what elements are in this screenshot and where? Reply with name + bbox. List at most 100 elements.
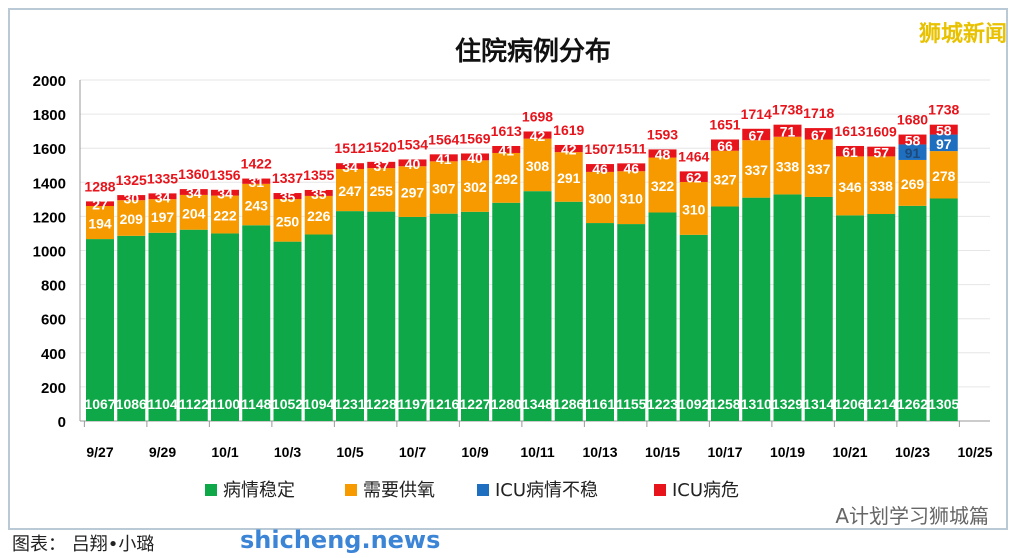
bar-segment xyxy=(804,128,833,140)
data-label: 1286 xyxy=(553,396,584,412)
bar-segment xyxy=(492,202,521,421)
data-label: 1258 xyxy=(709,396,740,412)
data-label: 1104 xyxy=(147,396,178,412)
y-tick-label: 400 xyxy=(41,346,66,363)
data-label: 66 xyxy=(717,138,733,154)
bar-segment xyxy=(836,156,864,216)
bar-segment xyxy=(148,199,177,233)
data-label: 250 xyxy=(276,213,300,229)
data-label: 37 xyxy=(373,158,389,174)
y-tick-label: 200 xyxy=(41,380,66,397)
data-label: 308 xyxy=(526,158,550,174)
bar-segment xyxy=(929,124,958,135)
data-label: 338 xyxy=(776,159,800,175)
bar-segment xyxy=(617,224,646,421)
bar-segment xyxy=(429,154,458,162)
data-label: 1086 xyxy=(116,396,147,412)
data-label: 1228 xyxy=(366,396,397,412)
total-label: 1507 xyxy=(584,141,615,157)
data-label: 1216 xyxy=(428,396,459,412)
data-label: 1094 xyxy=(303,396,334,412)
x-tick-label: 9/27 xyxy=(86,444,113,460)
bar-segment xyxy=(304,195,333,235)
legend-swatch xyxy=(345,484,357,496)
legend-swatch xyxy=(205,484,217,496)
bar-segment xyxy=(711,150,739,207)
bar-segment xyxy=(429,213,458,421)
bar-segment xyxy=(273,193,302,200)
data-label: 310 xyxy=(682,201,706,217)
data-label: 300 xyxy=(588,190,612,206)
data-label: 40 xyxy=(405,156,421,172)
y-tick-label: 1600 xyxy=(33,141,66,158)
x-tick-label: 10/9 xyxy=(461,444,488,460)
data-label: 197 xyxy=(151,209,175,225)
wechat-watermark: A计划学习狮城篇 xyxy=(835,504,989,528)
bar-segment xyxy=(617,163,646,172)
bar-segment xyxy=(679,181,708,235)
bar-segment xyxy=(179,229,208,421)
data-label: 42 xyxy=(561,142,577,158)
data-label: 35 xyxy=(311,186,327,202)
bar-segment xyxy=(836,145,864,157)
bar-segment xyxy=(742,197,771,421)
legend-label: ICU病情不稳 xyxy=(495,480,598,501)
y-tick-label: 1800 xyxy=(33,107,66,124)
data-label: 1227 xyxy=(459,396,490,412)
x-tick-label: 10/1 xyxy=(211,444,238,460)
bar-segment xyxy=(86,201,114,206)
data-label: 1214 xyxy=(866,396,897,412)
data-label: 58 xyxy=(905,133,921,149)
bar-segment xyxy=(179,189,208,195)
data-label: 255 xyxy=(370,183,394,199)
x-tick-label: 10/3 xyxy=(274,444,301,460)
total-label: 1512 xyxy=(334,140,365,156)
data-label: 42 xyxy=(530,128,546,144)
legend-label: ICU病危 xyxy=(672,480,739,501)
x-tick-label: 10/17 xyxy=(707,444,742,460)
bar-segment xyxy=(648,157,677,213)
total-label: 1619 xyxy=(553,122,584,138)
data-label: 337 xyxy=(807,161,831,177)
bar-segment xyxy=(617,171,646,225)
site-watermark: shicheng.news xyxy=(240,526,441,554)
bar-segment xyxy=(804,196,833,421)
bar-segment xyxy=(492,145,521,153)
data-label: 194 xyxy=(88,216,112,232)
total-label: 1356 xyxy=(209,167,240,183)
data-label: 292 xyxy=(495,171,519,187)
total-label: 1360 xyxy=(178,166,209,182)
bar-segment xyxy=(242,225,271,421)
bar-segment xyxy=(367,168,396,212)
bar-segment xyxy=(867,146,896,157)
data-label: 61 xyxy=(842,144,858,160)
total-label: 1738 xyxy=(928,102,959,118)
total-label: 1718 xyxy=(803,105,834,121)
x-tick-label: 10/13 xyxy=(582,444,617,460)
data-label: 67 xyxy=(811,127,827,143)
total-label: 1464 xyxy=(678,148,709,164)
y-tick-label: 600 xyxy=(41,312,66,329)
total-label: 1569 xyxy=(459,130,490,146)
bar-segment xyxy=(492,152,521,203)
legend-label: 病情稳定 xyxy=(223,480,295,501)
bar-segment xyxy=(304,189,333,196)
data-label: 34 xyxy=(186,185,202,201)
bar-segment xyxy=(523,191,552,421)
data-label: 1092 xyxy=(678,396,709,412)
bar-segment xyxy=(429,161,458,214)
bar-segment xyxy=(242,183,271,226)
data-label: 322 xyxy=(651,178,675,194)
data-label: 35 xyxy=(280,189,296,205)
bar-segment xyxy=(773,124,802,137)
data-label: 34 xyxy=(155,189,171,205)
legend-label: 需要供氧 xyxy=(363,480,435,501)
total-label: 1738 xyxy=(772,102,803,118)
x-tick-label: 10/23 xyxy=(895,444,930,460)
data-label: 346 xyxy=(838,179,862,195)
total-label: 1288 xyxy=(84,178,115,194)
data-label: 41 xyxy=(498,142,514,158)
bar-segment xyxy=(586,171,614,224)
data-label: 1122 xyxy=(179,396,210,412)
bar-segment xyxy=(211,189,239,196)
